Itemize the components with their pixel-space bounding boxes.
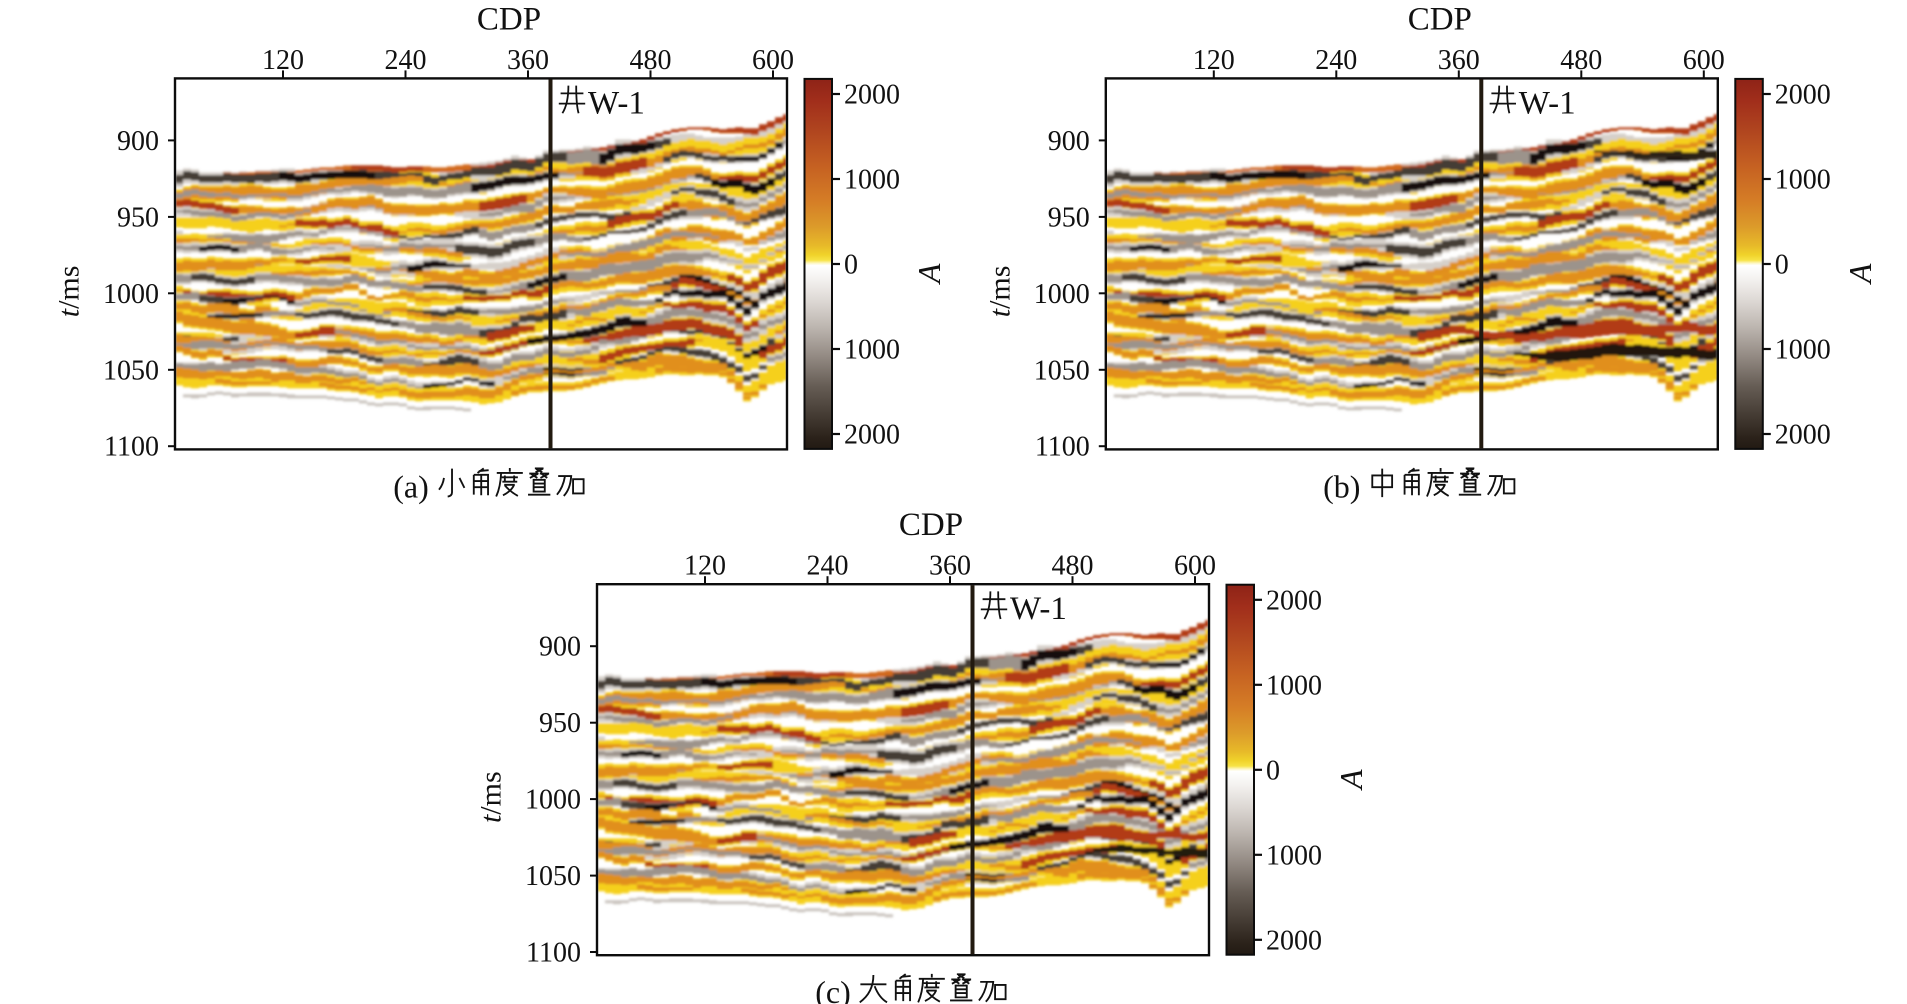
svg-text:(c): (c): [815, 974, 851, 1004]
svg-text:(a): (a): [393, 468, 429, 504]
svg-text:(b): (b): [1323, 468, 1360, 504]
